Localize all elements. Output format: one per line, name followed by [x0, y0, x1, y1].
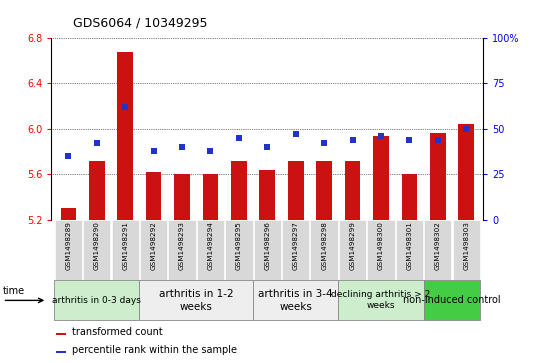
Text: GSM1498295: GSM1498295: [236, 221, 242, 270]
Bar: [260, 170, 275, 220]
Bar: [174, 174, 190, 220]
Text: GDS6064 / 10349295: GDS6064 / 10349295: [73, 16, 207, 29]
Text: GSM1498293: GSM1498293: [179, 221, 185, 270]
Bar: [310, 220, 338, 280]
Bar: [225, 220, 253, 280]
Bar: [367, 220, 395, 280]
Bar: [424, 220, 451, 280]
Point: [149, 148, 158, 154]
Bar: [396, 220, 423, 280]
Bar: [56, 351, 66, 353]
Bar: [458, 125, 474, 220]
Point: [434, 137, 442, 143]
Bar: [83, 220, 110, 280]
Text: GSM1498299: GSM1498299: [349, 221, 355, 270]
Bar: [60, 208, 76, 220]
Point: [462, 126, 470, 132]
Bar: [55, 220, 82, 280]
Point: [320, 140, 328, 146]
Point: [178, 144, 186, 150]
Bar: [430, 134, 446, 220]
Bar: [288, 161, 303, 220]
Bar: [112, 220, 139, 280]
Text: GSM1498300: GSM1498300: [378, 221, 384, 270]
Text: GSM1498289: GSM1498289: [65, 221, 71, 270]
Bar: [402, 174, 417, 220]
Text: GSM1498302: GSM1498302: [435, 221, 441, 270]
Text: GSM1498292: GSM1498292: [151, 221, 157, 270]
Bar: [168, 220, 195, 280]
Text: percentile rank within the sample: percentile rank within the sample: [72, 345, 237, 355]
Bar: [282, 220, 309, 280]
Bar: [140, 220, 167, 280]
Point: [121, 104, 130, 110]
Point: [92, 140, 101, 146]
Bar: [373, 136, 389, 220]
Text: time: time: [3, 286, 25, 296]
Point: [64, 153, 73, 159]
Text: GSM1498301: GSM1498301: [407, 221, 413, 270]
Text: GSM1498290: GSM1498290: [94, 221, 100, 270]
Point: [234, 135, 243, 141]
Bar: [423, 280, 481, 321]
Point: [263, 144, 272, 150]
Bar: [54, 280, 139, 321]
Bar: [339, 280, 423, 321]
Text: transformed count: transformed count: [72, 327, 163, 337]
Bar: [316, 161, 332, 220]
Point: [405, 137, 414, 143]
Text: GSM1498296: GSM1498296: [264, 221, 271, 270]
Point: [206, 148, 215, 154]
Text: arthritis in 0-3 days: arthritis in 0-3 days: [52, 296, 141, 305]
Bar: [117, 52, 133, 220]
Bar: [453, 220, 480, 280]
Text: GSM1498298: GSM1498298: [321, 221, 327, 270]
Text: GSM1498291: GSM1498291: [122, 221, 128, 270]
Text: arthritis in 3-4
weeks: arthritis in 3-4 weeks: [259, 289, 333, 311]
Bar: [339, 220, 366, 280]
Text: GSM1498297: GSM1498297: [293, 221, 299, 270]
Text: arthritis in 1-2
weeks: arthritis in 1-2 weeks: [159, 289, 234, 311]
Bar: [139, 280, 253, 321]
Bar: [345, 161, 360, 220]
Bar: [197, 220, 224, 280]
Bar: [202, 174, 218, 220]
Bar: [254, 220, 281, 280]
Bar: [56, 333, 66, 335]
Text: GSM1498294: GSM1498294: [207, 221, 213, 270]
Text: declining arthritis > 2
weeks: declining arthritis > 2 weeks: [332, 290, 430, 310]
Bar: [89, 161, 105, 220]
Point: [377, 133, 386, 139]
Point: [348, 137, 357, 143]
Bar: [253, 280, 339, 321]
Text: GSM1498303: GSM1498303: [463, 221, 469, 270]
Point: [292, 131, 300, 137]
Bar: [146, 172, 161, 220]
Bar: [231, 161, 247, 220]
Text: non-induced control: non-induced control: [403, 295, 501, 305]
